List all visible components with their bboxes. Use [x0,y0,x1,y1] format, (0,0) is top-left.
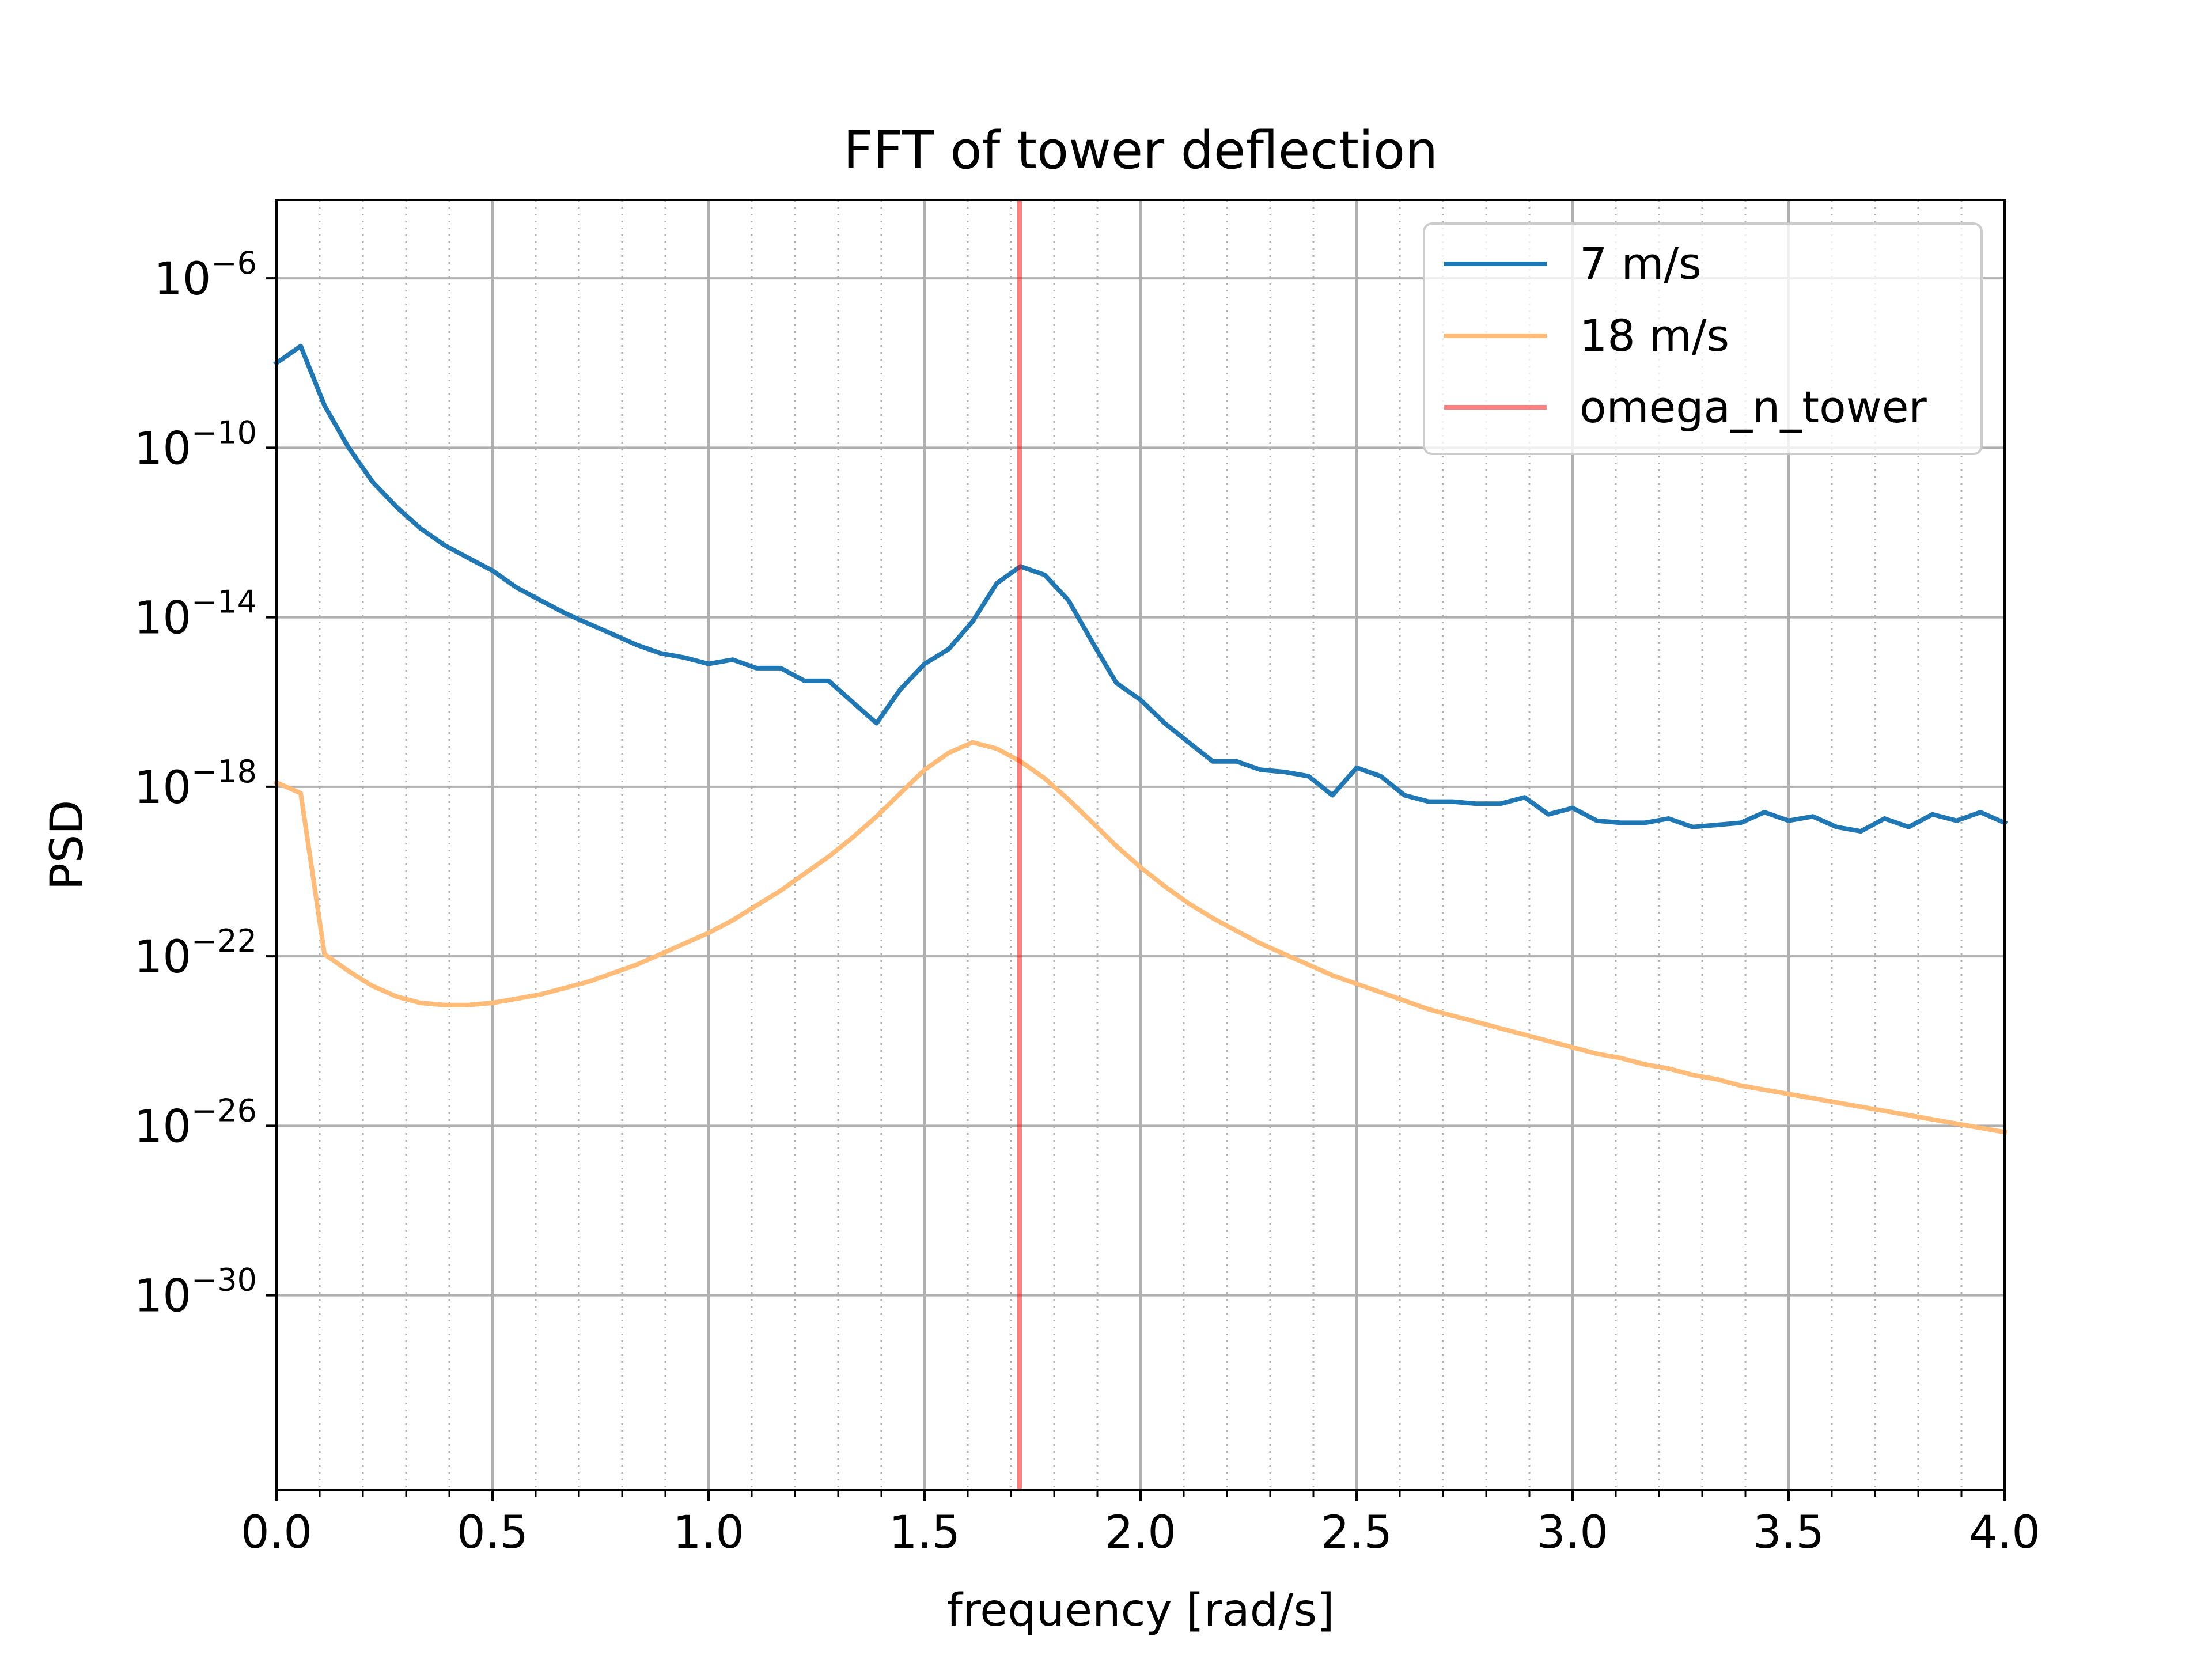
legend-frame [1423,222,1983,455]
x-tick-label: 3.0 [1537,1507,1608,1559]
y-axis-label: PSD [41,800,93,891]
x-tick-label: 4.0 [1969,1507,2040,1559]
x-axis-label: frequency [rad/s] [946,1585,1334,1637]
y-tick-label: 10−26 [134,1092,257,1153]
series-line-1 [273,740,2008,1135]
series-layer [273,200,2008,1490]
x-tick-label: 2.5 [1321,1507,1392,1559]
legend: 7 m/s 18 m/s omega_n_tower [1423,222,1983,455]
y-tick-label: 10−22 [134,923,257,983]
x-tick-label: 1.5 [889,1507,960,1559]
x-tick-label: 0.0 [241,1507,312,1559]
y-tick-label: 10−10 [134,414,257,475]
x-tick-label: 2.0 [1105,1507,1176,1559]
x-tick-label: 0.5 [457,1507,528,1559]
x-tick-label: 3.5 [1753,1507,1824,1559]
y-tick-label: 10−6 [154,245,257,305]
y-tick-label: 10−14 [134,584,257,645]
chart-title: FFT of tower deflection [843,120,1438,181]
x-tick-label: 1.0 [673,1507,744,1559]
y-tick-label: 10−18 [134,753,257,814]
legend-label-omega-n-tower: omega_n_tower [1580,381,1927,433]
y-tick-label: 10−30 [134,1262,257,1323]
legend-label-7ms: 7 m/s [1580,238,1702,289]
legend-label-18ms: 18 m/s [1580,310,1729,361]
series-line-0 [273,343,2008,834]
ticks-layer: 0.0 0.5 1.0 1.5 2.0 2.5 3.0 3.5 4.0 10−6 10−10 10−1… [134,245,2040,1559]
